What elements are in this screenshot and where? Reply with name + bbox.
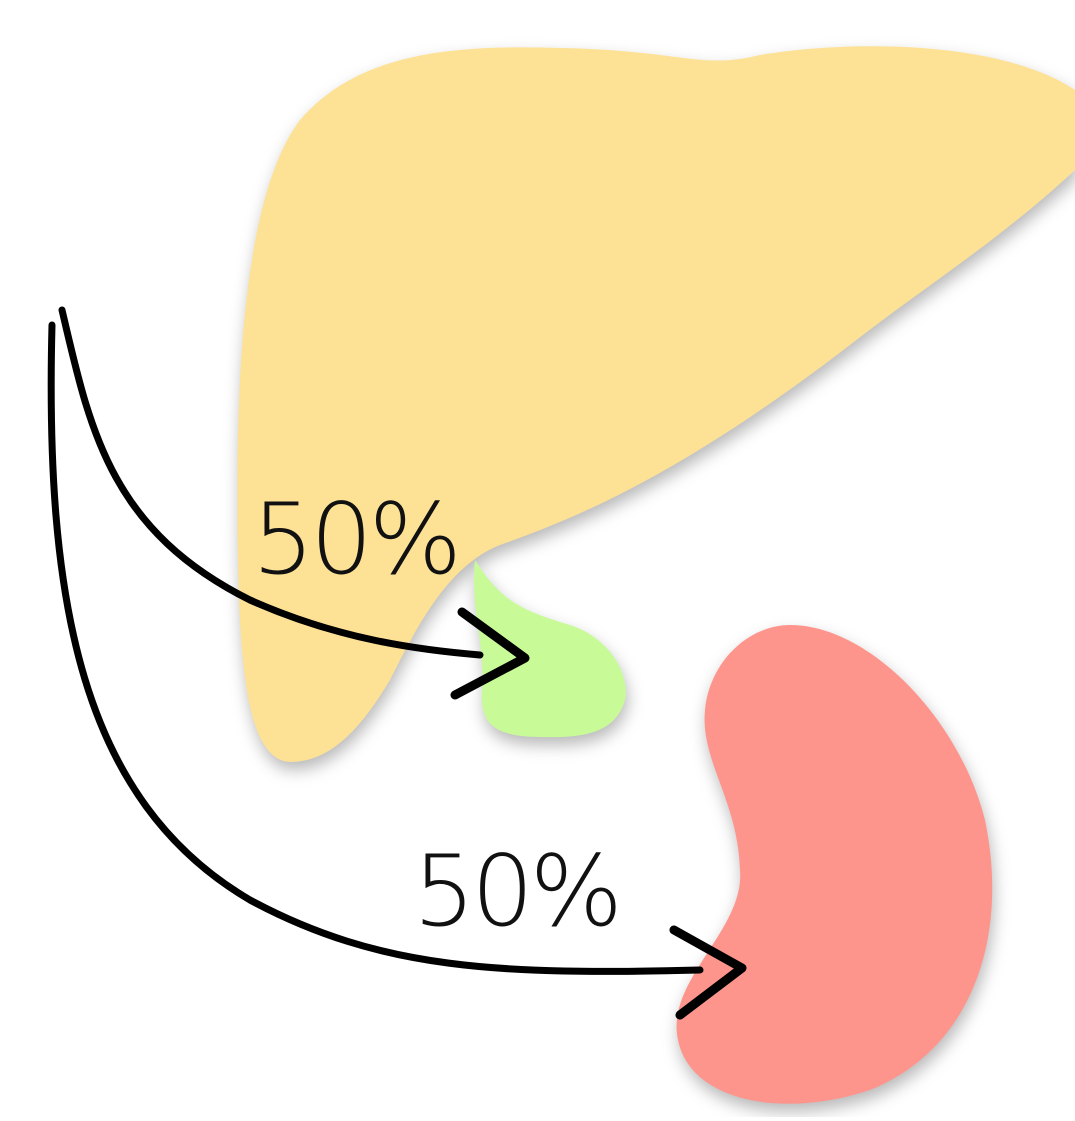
edge-label: 50% bbox=[252, 483, 458, 597]
arrow-head bbox=[450, 607, 530, 700]
edge-label: 50% bbox=[413, 835, 619, 949]
gallbladder bbox=[473, 560, 626, 738]
arrow-shaft bbox=[47, 321, 704, 975]
kidney bbox=[676, 625, 993, 1104]
arrow-shaft bbox=[58, 306, 484, 659]
liver bbox=[237, 46, 1075, 762]
arrow-head bbox=[669, 925, 747, 1020]
